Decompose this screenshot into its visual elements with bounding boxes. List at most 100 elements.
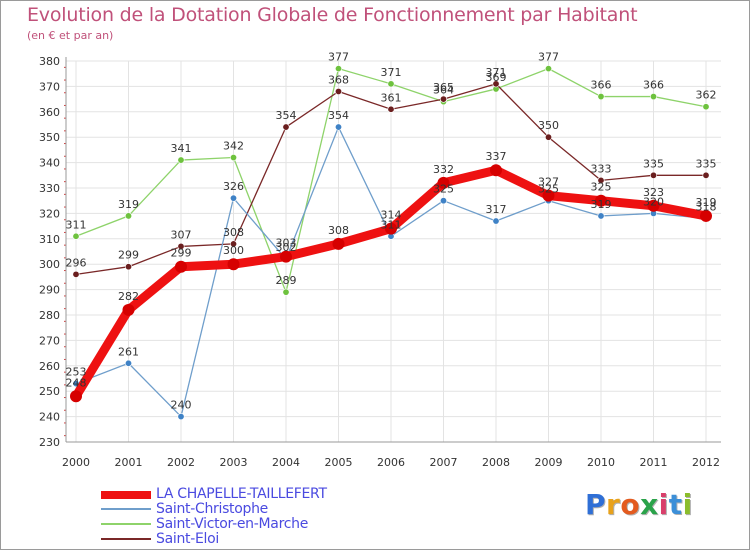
- data-label: 308: [328, 224, 349, 237]
- data-point: [490, 164, 502, 177]
- data-point: [387, 105, 395, 113]
- y-tick-label: 360: [39, 106, 60, 119]
- data-point: [544, 65, 552, 73]
- data-label: 362: [696, 89, 717, 102]
- y-tick-label: 280: [39, 309, 60, 322]
- data-label: 320: [643, 195, 664, 208]
- y-tick-label: 340: [39, 157, 60, 170]
- data-label: 289: [276, 274, 297, 287]
- data-label: 303: [276, 237, 297, 250]
- data-label: 318: [696, 200, 717, 213]
- data-point: [597, 176, 605, 184]
- data-label: 326: [223, 180, 244, 193]
- data-label: 368: [328, 73, 349, 86]
- data-label: 282: [118, 290, 139, 303]
- data-label: 319: [118, 198, 139, 211]
- data-label: 332: [433, 163, 454, 176]
- data-label: 300: [223, 244, 244, 257]
- data-label: 325: [591, 181, 612, 194]
- data-point: [595, 194, 607, 207]
- logo-letter: x: [640, 488, 659, 521]
- data-point: [282, 288, 290, 296]
- proxiti-logo: Proxiti: [585, 488, 693, 521]
- data-label: 307: [171, 228, 192, 241]
- data-label: 325: [538, 183, 559, 196]
- data-label: 335: [643, 157, 664, 170]
- data-label: 327: [538, 176, 559, 189]
- y-tick-label: 350: [39, 131, 60, 144]
- logo-letter: o: [620, 488, 641, 521]
- data-point: [439, 95, 447, 103]
- data-label: 369: [486, 71, 507, 84]
- legend-label: Saint-Eloi: [156, 531, 219, 547]
- data-label: 253: [66, 366, 87, 379]
- data-point: [125, 263, 133, 271]
- logo-letter: t: [668, 488, 683, 521]
- y-tick-label: 380: [39, 55, 60, 68]
- data-label: 371: [486, 66, 507, 79]
- data-point: [385, 222, 397, 235]
- chart-title: Evolution de la Dotation Globale de Fonc…: [27, 4, 638, 26]
- legend-swatch-blue: [101, 508, 151, 510]
- data-point: [230, 240, 238, 248]
- data-point: [70, 390, 82, 403]
- data-point: [544, 133, 552, 141]
- data-label: 311: [66, 218, 87, 231]
- data-point: [334, 87, 342, 95]
- x-tick-label: 2001: [115, 456, 143, 469]
- data-point: [125, 359, 133, 367]
- data-point: [282, 123, 290, 131]
- data-point: [597, 93, 605, 101]
- data-point: [177, 156, 185, 164]
- y-tick-label: 270: [39, 334, 60, 347]
- chart-subtitle: (en € et par an): [27, 29, 114, 42]
- data-point: [72, 232, 80, 240]
- legend-swatch-brown: [101, 538, 151, 540]
- data-label: 341: [171, 142, 192, 155]
- data-label: 261: [118, 345, 139, 358]
- data-label: 342: [223, 140, 244, 153]
- x-tick-label: 2012: [692, 456, 720, 469]
- x-tick-label: 2011: [640, 456, 668, 469]
- data-point: [177, 413, 185, 421]
- data-point: [542, 189, 555, 202]
- y-tick-label: 310: [39, 233, 60, 246]
- data-point: [439, 197, 447, 205]
- y-tick-label: 370: [39, 80, 60, 93]
- legend-label: Saint-Victor-en-Marche: [156, 516, 309, 532]
- x-tick-label: 2007: [430, 456, 458, 469]
- data-point: [437, 176, 450, 189]
- data-label: 248: [66, 376, 87, 389]
- y-tick-label: 300: [39, 258, 60, 271]
- y-tick-label: 250: [39, 385, 60, 398]
- data-label: 299: [171, 247, 192, 260]
- data-point: [230, 194, 238, 202]
- data-label: 311: [381, 218, 402, 231]
- data-point: [492, 80, 500, 88]
- logo-letter: i: [682, 488, 693, 521]
- data-labels: 311 319 341 342 289 377 371 364 369 377 366 366 362 2…: [66, 51, 717, 412]
- grid: [66, 60, 721, 443]
- data-point: [175, 260, 187, 273]
- data-point: [702, 103, 710, 111]
- data-point: [649, 93, 657, 101]
- data-point: [280, 250, 292, 263]
- data-point: [492, 217, 500, 225]
- x-tick-label: 2003: [220, 456, 248, 469]
- data-point: [334, 65, 342, 73]
- legend-label: Saint-Christophe: [156, 501, 268, 517]
- data-label: 335: [696, 157, 717, 170]
- data-label: 319: [591, 198, 612, 211]
- x-tick-label: 2000: [62, 456, 90, 469]
- logo-letter: i: [658, 488, 669, 521]
- data-point: [647, 199, 660, 212]
- data-label: 308: [223, 226, 244, 239]
- y-tick-label: 290: [39, 284, 60, 297]
- data-label: 319: [696, 196, 717, 209]
- data-label: 365: [433, 81, 454, 94]
- y-tick-label: 320: [39, 207, 60, 220]
- legend-label: LA CHAPELLE-TAILLEFERT: [156, 486, 327, 502]
- x-tick-label: 2006: [377, 456, 405, 469]
- data-label: 366: [643, 79, 664, 92]
- y-tick-label: 330: [39, 182, 60, 195]
